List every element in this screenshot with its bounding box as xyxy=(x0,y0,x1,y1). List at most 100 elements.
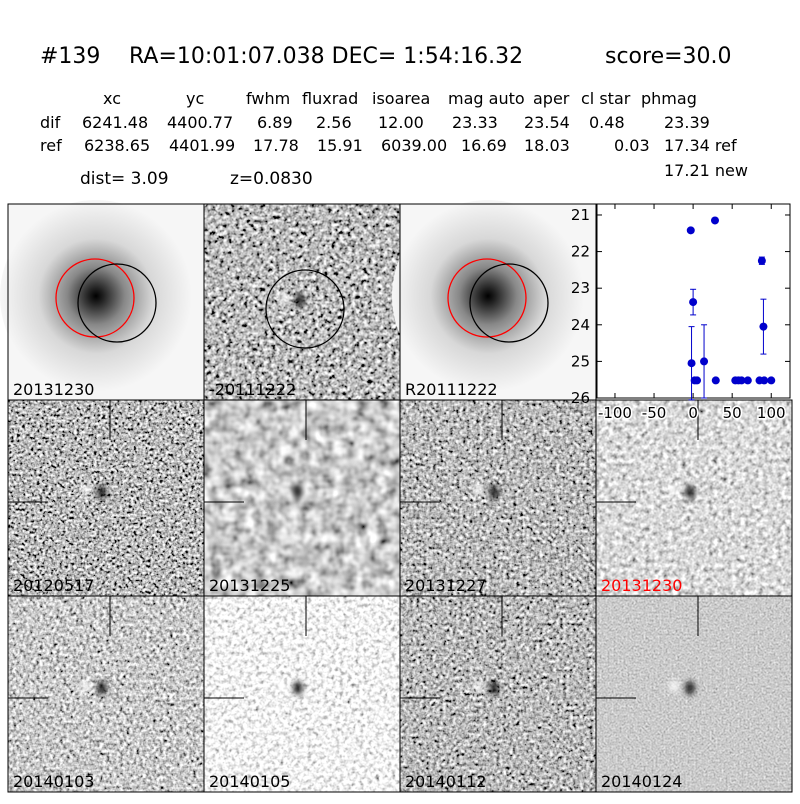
blob-black xyxy=(97,681,107,695)
table-cell: 12.00 xyxy=(378,113,424,132)
galaxy xyxy=(392,200,584,392)
panel-label: 20131230 xyxy=(601,576,682,595)
table-cell: 6039.00 xyxy=(381,136,447,155)
title-score: score=30.0 xyxy=(605,44,732,69)
point xyxy=(693,376,702,385)
panel-label: -20111222 xyxy=(209,380,296,399)
title-coords: RA=10:01:07.038 DEC= 1:54:16.32 xyxy=(129,44,523,69)
stamp-image xyxy=(8,400,204,596)
blob-black xyxy=(489,485,499,499)
blob-white xyxy=(277,680,287,692)
table-cell: 0.03 xyxy=(614,136,650,155)
y-tick-label: 24 xyxy=(571,316,590,334)
column-header: fwhm xyxy=(246,89,290,108)
blob-black xyxy=(685,485,695,499)
table-cell: 23.33 xyxy=(452,113,498,132)
blob-black xyxy=(97,485,107,499)
table-cell: 15.91 xyxy=(317,136,363,155)
circle-black xyxy=(77,263,157,343)
column-header: cl star xyxy=(581,89,631,108)
table-cell: 6.89 xyxy=(257,113,293,132)
blob-white xyxy=(473,484,483,496)
table-cell: ref xyxy=(40,136,62,155)
table-cell: 4401.99 xyxy=(169,136,235,155)
x-tick-label: 0 xyxy=(688,404,698,422)
stamp: 20131230 xyxy=(595,399,793,597)
table-cell: 2.56 xyxy=(316,113,352,132)
point xyxy=(759,322,768,331)
x-tick-label: 100 xyxy=(757,404,786,422)
blob-white xyxy=(81,484,91,496)
y-tick-label: 26 xyxy=(571,389,590,407)
column-header: isoarea xyxy=(372,89,430,108)
circle-red xyxy=(447,258,527,338)
stamp: 20140112 xyxy=(399,595,597,793)
panel-label: 20140105 xyxy=(209,772,290,791)
point xyxy=(700,357,709,366)
table-cell: 23.39 xyxy=(664,113,710,132)
table-cell: 0.48 xyxy=(589,113,625,132)
x-tick-label: -50 xyxy=(642,404,667,422)
blob-black xyxy=(295,293,305,307)
blob-white xyxy=(473,680,483,692)
blob-white xyxy=(669,680,679,692)
stamp: 20140105 xyxy=(203,595,401,793)
stamps: 20131230 -20111222 R20111222 20120517 201312… xyxy=(0,200,793,793)
column-header: aper xyxy=(533,89,570,108)
stamp-image xyxy=(596,400,792,596)
column-header: xc xyxy=(103,89,121,108)
blob-white xyxy=(279,292,289,304)
stamp: 20131227 xyxy=(399,399,597,597)
x-tick-label: 50 xyxy=(723,404,742,422)
y-tick-label: 22 xyxy=(571,243,590,261)
panel-label: 20131227 xyxy=(405,576,486,595)
table-cell: 6238.65 xyxy=(84,136,150,155)
blob-black xyxy=(293,485,303,499)
blob-black xyxy=(489,681,499,695)
point xyxy=(687,359,696,368)
stamp-image xyxy=(204,400,400,596)
y-tick-label: 25 xyxy=(571,352,590,370)
stamp-image xyxy=(596,596,792,792)
point xyxy=(757,256,766,265)
point xyxy=(711,376,720,385)
title-id: #139 xyxy=(40,44,100,69)
panel-label: R20111222 xyxy=(405,380,498,399)
table-cell: 23.54 xyxy=(524,113,570,132)
panel-label: 20140112 xyxy=(405,772,486,791)
light-curve: 21 22 23 24 25 26 -100 -50 0 50 100 xyxy=(571,203,791,424)
table-cell: 18.03 xyxy=(524,136,570,155)
panel-label: 20120517 xyxy=(13,576,94,595)
table-cell: 17.34 ref xyxy=(664,136,737,155)
circle-black xyxy=(469,263,549,343)
table-cell: 17.78 xyxy=(253,136,299,155)
table-cell: 16.69 xyxy=(461,136,507,155)
stamp-frame xyxy=(595,595,793,793)
column-header: phmag xyxy=(641,89,697,108)
blob-white xyxy=(669,484,679,496)
stamp: 20140103 xyxy=(7,595,205,793)
point xyxy=(737,376,746,385)
redshift: z=0.0830 xyxy=(230,169,313,189)
circle-black xyxy=(265,269,345,349)
column-header: mag auto xyxy=(448,89,525,108)
panel-label: 20131230 xyxy=(13,380,94,399)
point xyxy=(767,376,776,385)
stamp-image xyxy=(400,596,596,792)
galaxy xyxy=(0,200,192,392)
blob-black xyxy=(293,681,303,695)
dist: dist= 3.09 xyxy=(80,169,169,189)
column-header: fluxrad xyxy=(302,89,358,108)
stamp: 20140124 xyxy=(595,595,793,793)
point xyxy=(760,376,769,385)
stamp: 20131225 xyxy=(203,399,401,597)
table-cell: dif xyxy=(40,113,61,132)
stamp-image xyxy=(204,596,400,792)
panel-label: 20140103 xyxy=(13,772,94,791)
stamp: -20111222 xyxy=(203,203,401,401)
point xyxy=(743,376,752,385)
blob-white xyxy=(81,680,91,692)
stamp-image xyxy=(400,400,596,596)
panel-label: 20140124 xyxy=(601,772,682,791)
